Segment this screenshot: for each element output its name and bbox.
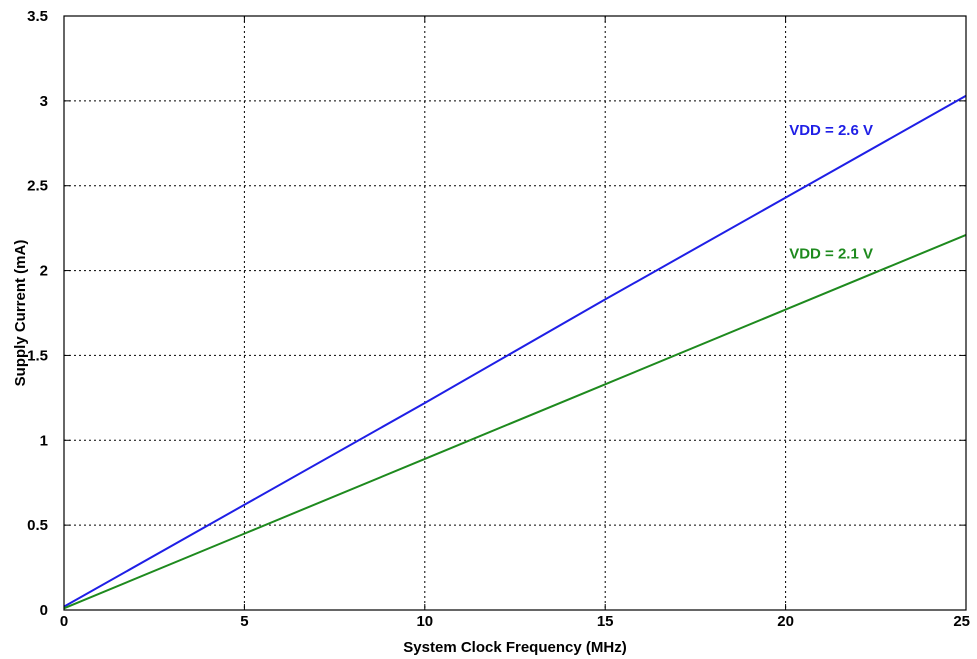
- y-tick-label: 2.5: [27, 178, 48, 195]
- y-tick-label: 1.5: [27, 347, 48, 364]
- plot-area-frame: [63, 15, 967, 611]
- annotations: VDD = 2.6 V VDD = 2.1 V: [789, 122, 873, 263]
- axis-ticks: 0 5 10 15 20 25 0 0.5 1 1.5 2 2.5 3 3.5: [27, 8, 970, 630]
- series-annotation: VDD = 2.6 V: [789, 122, 873, 139]
- series-annotation: VDD = 2.1 V: [789, 246, 873, 263]
- y-tick-label: 2: [40, 263, 48, 280]
- x-tick-label: 20: [777, 613, 794, 630]
- x-tick-label: 10: [416, 613, 433, 630]
- x-tick-label: 25: [953, 613, 970, 630]
- y-axis-label: Supply Current (mA): [12, 240, 29, 387]
- series-line: [63, 94, 967, 608]
- x-tick-label: 5: [240, 613, 248, 630]
- y-tick-label: 0: [40, 602, 48, 619]
- x-tick-label: 15: [597, 613, 614, 630]
- grid: [64, 16, 966, 610]
- y-tick-label: 3: [40, 93, 48, 110]
- x-tick-label: 0: [60, 613, 68, 630]
- y-tick-label: 0.5: [27, 517, 48, 534]
- y-tick-label: 3.5: [27, 8, 48, 25]
- x-axis-label: System Clock Frequency (MHz): [403, 639, 626, 656]
- series-line: [63, 234, 967, 610]
- series-layer: [63, 94, 967, 610]
- y-tick-label: 1: [40, 432, 48, 449]
